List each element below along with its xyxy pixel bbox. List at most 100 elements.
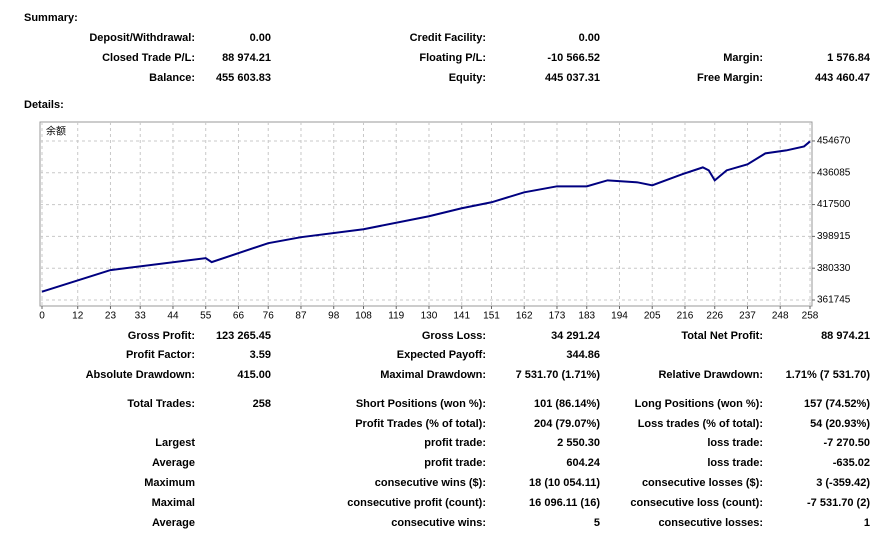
label: consecutive wins ($): (375, 477, 486, 489)
x-tick-label: 23 (105, 311, 117, 322)
value: 3.59 (250, 349, 271, 361)
x-tick-label: 44 (167, 311, 179, 322)
label: Floating P/L: (419, 52, 486, 64)
y-tick-label: 454670 (817, 136, 851, 147)
y-tick-label: 398915 (817, 231, 851, 242)
x-tick-label: 183 (578, 311, 595, 322)
x-tick-label: 55 (200, 311, 212, 322)
label: Deposit/Withdrawal: (89, 32, 195, 44)
value: 415.00 (237, 369, 271, 381)
x-tick-label: 12 (72, 311, 84, 322)
value: 443 460.47 (815, 72, 870, 84)
value: 1 (864, 517, 870, 529)
x-tick-label: 119 (388, 311, 404, 322)
details-title: Details: (24, 99, 64, 111)
x-tick-label: 194 (611, 311, 628, 322)
label: Absolute Drawdown: (86, 369, 195, 381)
value: 258 (253, 398, 271, 410)
label: profit trade: (424, 437, 486, 449)
label: consecutive wins: (391, 517, 486, 529)
value: 16 096.11 (16) (529, 497, 600, 509)
x-tick-label: 87 (295, 311, 307, 322)
value: 604.24 (566, 457, 601, 469)
x-tick-label: 130 (421, 311, 438, 322)
value: 123 265.45 (216, 330, 271, 342)
chart-label: 余额 (46, 125, 66, 138)
label: consecutive profit (count): (347, 497, 486, 509)
x-tick-label: 0 (39, 311, 45, 322)
label: profit trade: (424, 457, 486, 469)
label: Short Positions (won %): (356, 398, 486, 410)
label: Long Positions (won %): (635, 398, 763, 410)
x-tick-label: 151 (483, 311, 500, 322)
y-tick-label: 361745 (817, 295, 851, 306)
label: loss trade: (707, 457, 763, 469)
value: 204 (79.07%) (534, 418, 600, 430)
x-tick-label: 98 (328, 311, 340, 322)
x-tick-label: 248 (772, 311, 789, 322)
label: Profit Factor: (126, 349, 195, 361)
x-tick-label: 33 (135, 311, 147, 322)
value: 3 (-359.42) (816, 477, 870, 489)
x-tick-label: 108 (355, 311, 372, 322)
value: 88 974.21 (222, 52, 271, 64)
label: Free Margin: (697, 72, 763, 84)
value: 1.71% (7 531.70) (786, 369, 871, 381)
y-tick-label: 417500 (817, 199, 851, 210)
x-tick-label: 258 (802, 311, 819, 322)
label: Balance: (149, 72, 195, 84)
value: -10 566.52 (547, 52, 600, 64)
label: Average (152, 457, 195, 469)
value: 445 037.31 (545, 72, 600, 84)
label: loss trade: (707, 437, 763, 449)
label: Maximal Drawdown: (380, 369, 486, 381)
value: 344.86 (566, 349, 600, 361)
value: -7 531.70 (2) (807, 497, 870, 509)
balance-line (41, 140, 811, 293)
x-tick-label: 205 (644, 311, 661, 322)
value: 34 291.24 (551, 330, 601, 342)
value: 18 (10 054.11) (529, 477, 600, 489)
value: 7 531.70 (1.71%) (516, 369, 601, 381)
y-tick-label: 436085 (817, 167, 851, 178)
label: Gross Loss: (422, 330, 486, 342)
label: Margin: (723, 52, 763, 64)
label: Maximum (144, 477, 195, 489)
summary-title: Summary: (24, 12, 78, 24)
x-tick-label: 226 (706, 311, 723, 322)
value: 5 (594, 517, 600, 529)
label: Loss trades (% of total): (638, 418, 763, 430)
label: Credit Facility: (410, 32, 486, 44)
label: consecutive losses ($): (642, 477, 763, 489)
y-tick-label: 380330 (817, 263, 851, 274)
label: Total Trades: (127, 398, 195, 410)
value: 2 550.30 (557, 437, 600, 449)
x-tick-label: 216 (677, 311, 694, 322)
x-tick-label: 173 (549, 311, 566, 322)
value: -635.02 (833, 457, 870, 469)
label: Closed Trade P/L: (102, 52, 195, 64)
x-tick-label: 237 (739, 311, 756, 322)
value: 0.00 (579, 32, 600, 44)
value: 54 (20.93%) (810, 418, 870, 430)
chart-frame (39, 121, 813, 307)
label: Largest (155, 437, 195, 449)
label: Average (152, 517, 195, 529)
label: consecutive losses: (658, 517, 763, 529)
value: -7 270.50 (824, 437, 870, 449)
value: 1 576.84 (827, 52, 871, 64)
x-tick-label: 76 (263, 311, 275, 322)
value: 0.00 (250, 32, 271, 44)
x-tick-label: 66 (233, 311, 245, 322)
label: Equity: (449, 72, 486, 84)
x-tick-label: 162 (516, 311, 533, 322)
value: 101 (86.14%) (534, 398, 600, 410)
label: Total Net Profit: (681, 330, 763, 342)
value: 157 (74.52%) (804, 398, 870, 410)
label: consecutive loss (count): (630, 497, 763, 509)
label: Profit Trades (% of total): (355, 418, 486, 430)
label: Gross Profit: (128, 330, 195, 342)
label: Expected Payoff: (397, 349, 486, 361)
